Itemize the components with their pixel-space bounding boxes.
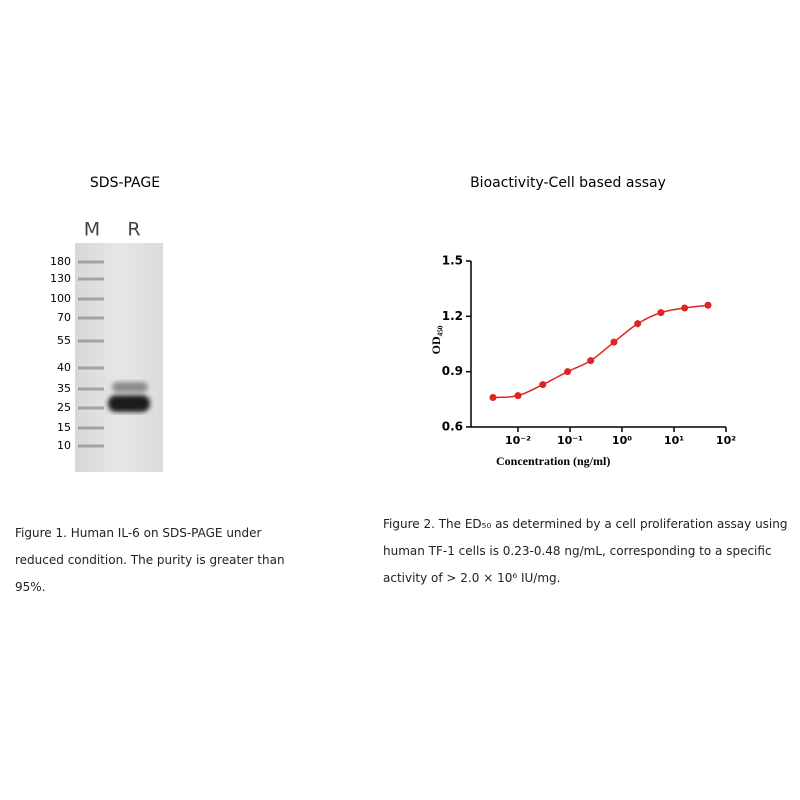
marker-label: 100 <box>50 292 71 305</box>
y-tick-label: 0.6 <box>442 420 463 434</box>
x-tick-label: 10² <box>716 434 736 447</box>
data-point <box>587 357 595 365</box>
caption: Figure 1. Human IL-6 on SDS-PAGE under r… <box>15 526 285 594</box>
data-point <box>514 392 522 400</box>
marker-band <box>78 316 104 320</box>
x-axis-label: Concentration (ng/ml) <box>496 454 610 468</box>
data-point <box>610 338 618 346</box>
data-point <box>564 368 572 376</box>
marker-band <box>78 444 104 448</box>
y-tick-label: 1.2 <box>442 309 463 323</box>
marker-band <box>78 277 104 281</box>
x-tick-label: 10⁰ <box>612 434 632 447</box>
x-tick-label: 10¹ <box>664 434 684 447</box>
marker-band <box>78 387 104 391</box>
chart-title: Bioactivity-Cell based assay <box>470 175 666 191</box>
marker-band <box>78 297 104 301</box>
data-point <box>634 320 642 328</box>
marker-label: 25 <box>57 401 71 414</box>
y-tick-label: 1.5 <box>442 254 463 268</box>
lane-label: R <box>127 219 140 241</box>
marker-label: 15 <box>57 421 71 434</box>
y-tick-label: 0.9 <box>442 364 463 378</box>
sample-band <box>108 382 150 412</box>
marker-label: 35 <box>57 382 71 395</box>
marker-band <box>78 406 104 410</box>
gel-title: SDS-PAGE <box>90 175 160 191</box>
marker-label: 70 <box>57 311 71 324</box>
x-tick-label: 10⁻² <box>505 434 531 447</box>
caption: Figure 2. The ED₅₀ as determined by a ce… <box>383 517 788 585</box>
marker-label: 10 <box>57 439 71 452</box>
data-point <box>489 393 497 401</box>
marker-label: 130 <box>50 272 71 285</box>
data-point <box>657 309 665 317</box>
marker-band <box>78 426 104 430</box>
data-point <box>704 301 712 309</box>
marker-band <box>78 366 104 370</box>
data-point <box>539 381 547 389</box>
x-tick-label: 10⁻¹ <box>557 434 583 447</box>
gel <box>75 243 163 472</box>
marker-label: 55 <box>57 334 71 347</box>
lane-label: M <box>84 219 100 241</box>
marker-label: 40 <box>57 361 71 374</box>
marker-band <box>78 260 104 264</box>
marker-band <box>78 339 104 343</box>
fit-line <box>492 304 709 399</box>
marker-label: 180 <box>50 255 71 268</box>
y-axis-label: OD₄₅₀ <box>429 325 443 354</box>
data-point <box>681 304 689 312</box>
